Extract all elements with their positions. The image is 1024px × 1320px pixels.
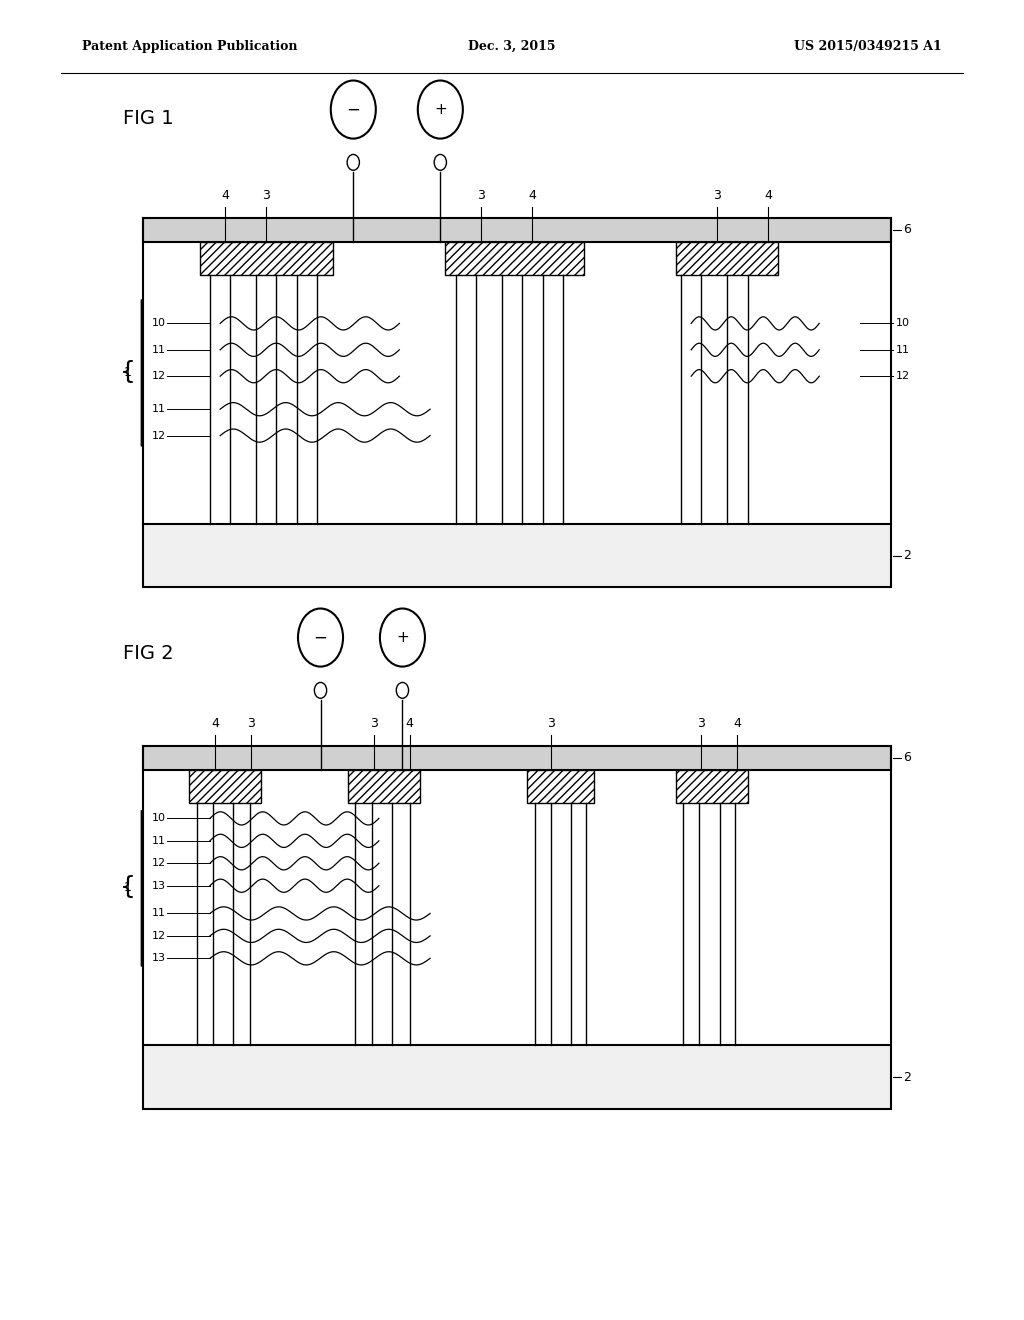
Bar [676, 242, 778, 275]
Text: Patent Application Publication: Patent Application Publication [82, 40, 297, 53]
Text: 12: 12 [152, 371, 166, 381]
Text: +: + [396, 630, 409, 645]
Circle shape [396, 682, 409, 698]
Text: {: { [120, 875, 136, 899]
Text: 4: 4 [733, 717, 741, 730]
Bar [143, 218, 891, 242]
Bar [445, 242, 584, 275]
Text: Dec. 3, 2015: Dec. 3, 2015 [468, 40, 556, 53]
Text: 11: 11 [152, 836, 166, 846]
Bar [143, 746, 891, 770]
Text: +: + [434, 102, 446, 117]
Text: 4: 4 [764, 189, 772, 202]
Text: US 2015/0349215 A1: US 2015/0349215 A1 [795, 40, 942, 53]
Text: FIG 1: FIG 1 [123, 110, 173, 128]
Text: {: { [120, 360, 136, 384]
Text: FIG 2: FIG 2 [123, 644, 173, 663]
Text: 4: 4 [211, 717, 219, 730]
Text: 12: 12 [152, 430, 166, 441]
Text: 10: 10 [152, 813, 166, 824]
Text: 13: 13 [152, 880, 166, 891]
Text: 12: 12 [152, 858, 166, 869]
Text: 10: 10 [152, 318, 166, 329]
Text: 6: 6 [903, 751, 911, 764]
Bar [143, 524, 891, 587]
Text: 2: 2 [903, 549, 911, 562]
Text: 3: 3 [697, 717, 706, 730]
Text: 3: 3 [247, 717, 255, 730]
Text: 13: 13 [152, 953, 166, 964]
Text: 3: 3 [547, 717, 555, 730]
Text: 11: 11 [896, 345, 910, 355]
Text: 3: 3 [713, 189, 721, 202]
Text: 3: 3 [477, 189, 485, 202]
Circle shape [347, 154, 359, 170]
Text: 11: 11 [152, 404, 166, 414]
Text: 6: 6 [903, 223, 911, 236]
Text: 1: 1 [123, 880, 131, 894]
Text: 12: 12 [896, 371, 910, 381]
Bar [200, 242, 333, 275]
Text: 3: 3 [370, 717, 378, 730]
Text: 1: 1 [123, 366, 131, 379]
Text: 4: 4 [528, 189, 537, 202]
Text: −: − [313, 628, 328, 647]
Text: 2: 2 [903, 1071, 911, 1084]
Circle shape [314, 682, 327, 698]
Text: 4: 4 [406, 717, 414, 730]
Bar [527, 770, 594, 803]
Bar [143, 1045, 891, 1109]
Text: 10: 10 [896, 318, 910, 329]
Text: 3: 3 [262, 189, 270, 202]
Bar [676, 770, 748, 803]
Text: −: − [346, 100, 360, 119]
Bar [348, 770, 420, 803]
Text: 12: 12 [152, 931, 166, 941]
Text: 11: 11 [152, 908, 166, 919]
Bar [189, 770, 261, 803]
Text: 11: 11 [152, 345, 166, 355]
Circle shape [434, 154, 446, 170]
Text: 4: 4 [221, 189, 229, 202]
